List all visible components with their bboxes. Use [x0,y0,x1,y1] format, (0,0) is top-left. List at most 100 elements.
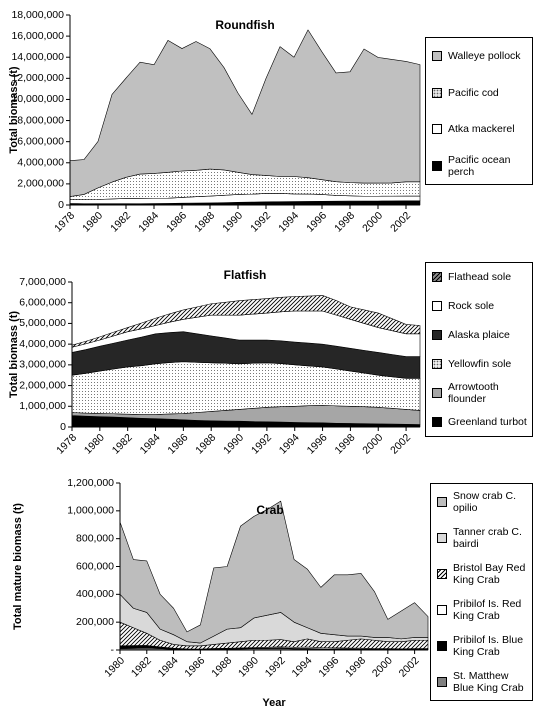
x-tick-label: 2002 [388,431,413,456]
legend-item: Snow crab C. opilio [431,484,532,520]
y-tick-label: 1,200,000 [67,477,114,489]
legend-item: Alaska plaice [426,321,532,350]
y-axis-label: Total mature biomass (t) [12,503,24,630]
x-tick-label: 1990 [220,209,245,234]
chart-title: Flatfish [224,268,267,282]
y-tick-label: 200,000 [76,616,114,628]
y-tick-label: 1,000,000 [67,505,114,517]
x-tick-label: 2002 [397,654,422,679]
legend-swatch [437,677,447,687]
area [69,29,421,197]
legend-swatch [437,605,447,615]
legend-item: Arrowtooth flounder [426,378,532,407]
y-tick-label: 4,000,000 [19,338,66,350]
y-tick-label: 6,000,000 [19,296,66,308]
chart-2: - 200,000 400,000 600,000 800,000 1,000,000 1,… [12,477,429,709]
legend-item: Pribilof Is. Red King Crab [431,592,532,628]
x-tick-label: 1984 [156,654,181,679]
x-tick-label: 1996 [304,209,329,234]
legend-label: Tanner crab C. bairdi [453,526,522,550]
x-tick-label: 1988 [193,431,218,456]
legend: Snow crab C. opilio Tanner crab C. bairdi… [430,483,533,701]
x-tick-label: 1994 [276,209,301,234]
y-tick-label: 14,000,000 [11,51,64,63]
x-tick-label: 2002 [388,209,413,234]
y-tick-label: 0 [60,421,66,433]
legend-label: Pribilof Is. Blue King Crab [453,634,524,658]
legend-item: Walleye pollock [426,38,532,75]
legend-swatch [432,387,442,398]
legend-swatch [437,641,447,651]
legend-item: Yellowfin sole [426,349,532,378]
legend-label: Bristol Bay Red King Crab [453,562,526,586]
y-tick-label: 400,000 [76,588,114,600]
legend-label: Snow crab C. opilio [453,490,517,514]
x-tick-label: 1986 [165,431,190,456]
area [119,500,429,644]
x-tick-label: 1986 [164,209,189,234]
x-tick-label: 1996 [305,431,330,456]
y-tick-label: 2,000,000 [19,379,66,391]
legend-label: Yellowfin sole [448,357,512,370]
legend-label: Pacific ocean perch [448,153,511,178]
y-tick-label: 5,000,000 [19,317,66,329]
x-tick-label: 1990 [236,654,261,679]
x-tick-label: 1980 [102,654,127,679]
legend-item: Flathead sole [426,263,532,292]
x-tick-label: 1988 [209,654,234,679]
legend-item: Tanner crab C. bairdi [431,520,532,556]
x-tick-label: 2000 [360,209,385,234]
legend-swatch [432,358,442,369]
x-tick-label: 1990 [221,431,246,456]
legend-item: Atka mackerel [426,111,532,148]
legend-item: Pacific cod [426,75,532,112]
x-tick-label: 1980 [82,431,107,456]
legend-swatch [432,160,442,171]
x-tick-label: 1982 [129,654,154,679]
y-tick-label: 10,000,000 [11,93,64,105]
legend-label: Alaska plaice [448,329,510,342]
legend-swatch [432,51,442,62]
chart-1: 0 1,000,000 2,000,000 3,000,000 4,000,000 5,0… [8,268,421,457]
x-tick-label: 2000 [370,654,395,679]
area [71,295,421,348]
legend-item: St. Matthew Blue King Crab [431,664,532,700]
chart-0: 0 2,000,000 4,000,000 6,000,000 8,000,000 10,… [8,9,421,235]
legend-label: Rock sole [448,300,495,313]
x-tick-label: 1984 [136,209,161,234]
legend: Walleye pollock Pacific cod Atka mackerel P… [425,37,533,185]
y-axis-label: Total biomass (t) [8,311,20,399]
y-tick-label: 4,000,000 [17,157,64,169]
legend-swatch [432,87,442,98]
legend-item: Pribilof Is. Blue King Crab [431,628,532,664]
y-tick-label: 6,000,000 [17,135,64,147]
y-tick-label: 2,000,000 [17,178,64,190]
legend-swatch [437,533,447,543]
x-tick-label: 1992 [248,209,273,234]
y-tick-label: 7,000,000 [19,276,66,288]
legend: Flathead sole Rock sole Alaska plaice Yello… [425,262,533,437]
x-axis-label: Year [262,697,286,709]
legend-item: Rock sole [426,292,532,321]
y-tick-label: 0 [58,199,64,211]
legend-label: Greenland turbot [448,415,527,428]
legend-swatch [437,497,447,507]
y-tick-label: 800,000 [76,532,114,544]
x-tick-label: 1982 [108,209,133,234]
x-tick-label: 1994 [290,654,315,679]
legend-label: St. Matthew Blue King Crab [453,670,524,694]
y-axis-label: Total biomass (t) [8,66,20,154]
chart-title: Roundfish [215,18,274,32]
legend-swatch [432,272,442,283]
x-tick-label: 1988 [192,209,217,234]
x-tick-label: 1986 [182,654,207,679]
x-tick-label: 1978 [54,431,79,456]
legend-label: Walleye pollock [448,50,521,63]
y-tick-label: 16,000,000 [11,30,64,42]
y-tick-label: 3,000,000 [19,359,66,371]
x-tick-label: 1992 [249,431,274,456]
x-tick-label: 1998 [332,431,357,456]
legend-label: Pacific cod [448,86,499,99]
